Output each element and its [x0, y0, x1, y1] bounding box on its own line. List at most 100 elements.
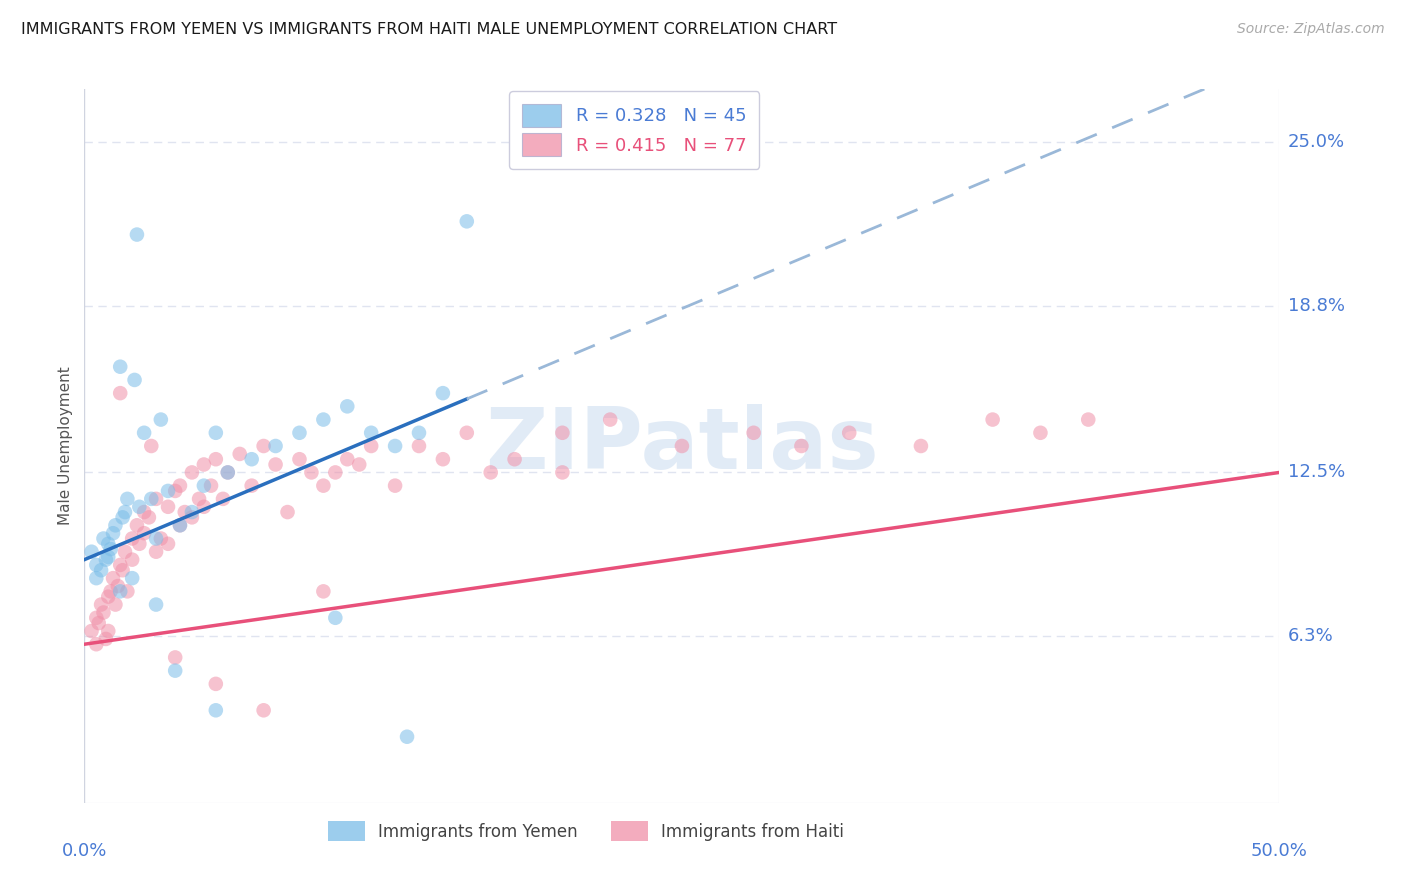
Point: [173, 505, 195, 519]
Point: [165, 483, 187, 498]
Point: [165, 664, 187, 678]
Point: [101, 571, 124, 585]
Point: [111, 563, 134, 577]
Point: [551, 425, 574, 440]
Point: [80, 624, 103, 638]
Y-axis label: Male Unemployment: Male Unemployment: [58, 367, 73, 525]
Point: [149, 532, 172, 546]
Point: [114, 505, 136, 519]
Point: [301, 466, 323, 480]
Point: [114, 545, 136, 559]
Text: 6.3%: 6.3%: [1288, 627, 1333, 645]
Point: [253, 703, 276, 717]
Legend: Immigrants from Yemen, Immigrants from Haiti: Immigrants from Yemen, Immigrants from H…: [322, 814, 851, 848]
Point: [125, 227, 148, 242]
Point: [838, 425, 860, 440]
Point: [104, 518, 127, 533]
Text: ZIPatlas: ZIPatlas: [485, 404, 879, 488]
Point: [87, 616, 110, 631]
Point: [288, 452, 311, 467]
Point: [910, 439, 932, 453]
Point: [396, 730, 419, 744]
Point: [107, 579, 129, 593]
Point: [138, 510, 160, 524]
Point: [790, 439, 813, 453]
Point: [117, 584, 139, 599]
Point: [145, 598, 167, 612]
Point: [157, 483, 180, 498]
Point: [229, 447, 252, 461]
Point: [110, 359, 132, 374]
Point: [86, 571, 108, 585]
Point: [671, 439, 693, 453]
Text: IMMIGRANTS FROM YEMEN VS IMMIGRANTS FROM HAITI MALE UNEMPLOYMENT CORRELATION CHA: IMMIGRANTS FROM YEMEN VS IMMIGRANTS FROM…: [21, 22, 837, 37]
Point: [97, 590, 120, 604]
Point: [132, 526, 156, 541]
Point: [1077, 412, 1099, 426]
Point: [90, 563, 112, 577]
Point: [181, 510, 204, 524]
Point: [1029, 425, 1052, 440]
Point: [145, 532, 167, 546]
Point: [149, 412, 172, 426]
Point: [128, 537, 150, 551]
Point: [110, 386, 132, 401]
Point: [336, 400, 359, 414]
Text: 50.0%: 50.0%: [1251, 842, 1308, 860]
Point: [94, 552, 117, 566]
Point: [325, 611, 347, 625]
Point: [188, 491, 211, 506]
Point: [277, 505, 299, 519]
Point: [100, 584, 122, 599]
Point: [432, 386, 454, 401]
Point: [145, 545, 167, 559]
Point: [97, 549, 120, 564]
Point: [104, 598, 127, 612]
Point: [264, 458, 287, 472]
Point: [551, 466, 574, 480]
Point: [86, 637, 108, 651]
Point: [217, 466, 239, 480]
Point: [336, 452, 359, 467]
Point: [132, 505, 156, 519]
Point: [110, 558, 132, 572]
Point: [360, 439, 382, 453]
Point: [86, 558, 108, 572]
Point: [165, 650, 187, 665]
Point: [121, 552, 143, 566]
Point: [181, 505, 204, 519]
Point: [193, 458, 215, 472]
Point: [205, 703, 228, 717]
Point: [408, 425, 430, 440]
Point: [97, 537, 120, 551]
Point: [217, 466, 239, 480]
Text: 0.0%: 0.0%: [62, 842, 107, 860]
Point: [479, 466, 502, 480]
Point: [169, 518, 191, 533]
Point: [128, 500, 150, 514]
Point: [117, 491, 139, 506]
Point: [599, 412, 621, 426]
Point: [132, 425, 156, 440]
Text: 18.8%: 18.8%: [1288, 297, 1344, 315]
Point: [100, 542, 122, 557]
Point: [981, 412, 1004, 426]
Point: [288, 425, 311, 440]
Point: [169, 518, 191, 533]
Point: [200, 478, 222, 492]
Point: [94, 632, 117, 646]
Point: [456, 425, 478, 440]
Point: [121, 571, 143, 585]
Point: [111, 510, 134, 524]
Point: [212, 491, 235, 506]
Point: [205, 452, 228, 467]
Point: [86, 611, 108, 625]
Point: [97, 624, 120, 638]
Point: [205, 677, 228, 691]
Point: [101, 526, 124, 541]
Point: [312, 478, 335, 492]
Point: [205, 425, 228, 440]
Point: [110, 584, 132, 599]
Point: [141, 439, 163, 453]
Point: [80, 545, 103, 559]
